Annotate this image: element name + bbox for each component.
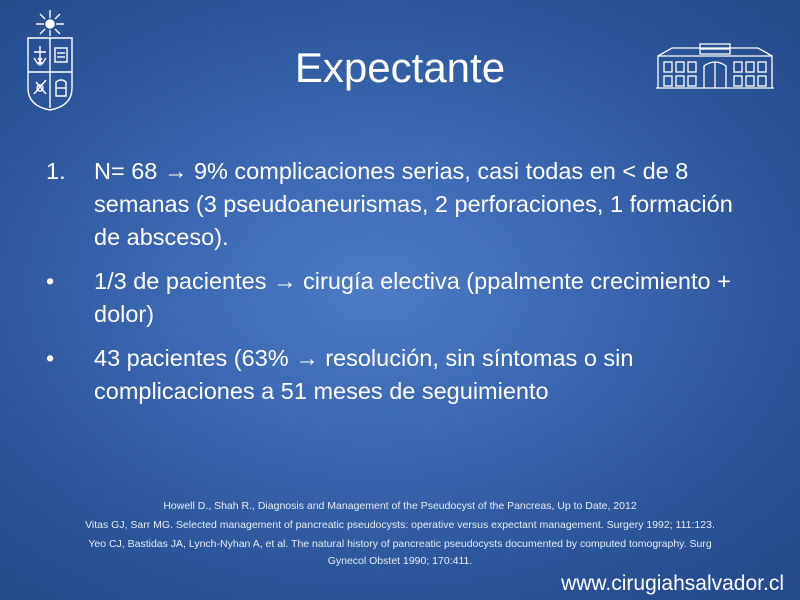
slide-title: Expectante: [294, 44, 506, 91]
item-lead: N= 68: [94, 158, 158, 184]
reference-item: Howell D., Shah R., Diagnosis and Manage…: [163, 500, 637, 512]
university-crest-icon: [20, 8, 80, 112]
right-arrow-icon: →: [163, 158, 188, 184]
list-item: 1. N= 68 → 9% complicaciones serias, cas…: [46, 155, 746, 254]
list-item: • 43 pacientes (63% → resolución, sin sí…: [46, 342, 746, 408]
right-arrow-icon: →: [273, 268, 297, 294]
references: Howell D., Shah R., Diagnosis and Manage…: [70, 498, 730, 572]
hospital-building-icon: [652, 42, 778, 90]
list-marker: 1.: [46, 158, 66, 184]
item-text: cirugía electiva (ppalmente crecimiento …: [94, 268, 731, 327]
item-lead: 1/3 de pacientes: [94, 268, 267, 294]
right-arrow-icon: →: [295, 345, 319, 371]
reference-item: Vitas GJ, Sarr MG. Selected management o…: [85, 519, 715, 531]
list-marker: •: [46, 345, 55, 371]
list-item: • 1/3 de pacientes → cirugía electiva (p…: [46, 265, 746, 331]
list-marker: •: [46, 268, 55, 294]
item-text: 9% complicaciones serias, casi todas en …: [94, 158, 733, 250]
item-text: resolución, sin síntomas o sin complicac…: [94, 345, 634, 404]
bullet-list: 1. N= 68 → 9% complicaciones serias, cas…: [46, 155, 746, 419]
item-lead: 43 pacientes (63%: [94, 345, 289, 371]
website-url: www.cirugiahsalvador.cl: [561, 572, 784, 595]
reference-item: Yeo CJ, Bastidas JA, Lynch-Nyhan A, et a…: [88, 538, 712, 567]
